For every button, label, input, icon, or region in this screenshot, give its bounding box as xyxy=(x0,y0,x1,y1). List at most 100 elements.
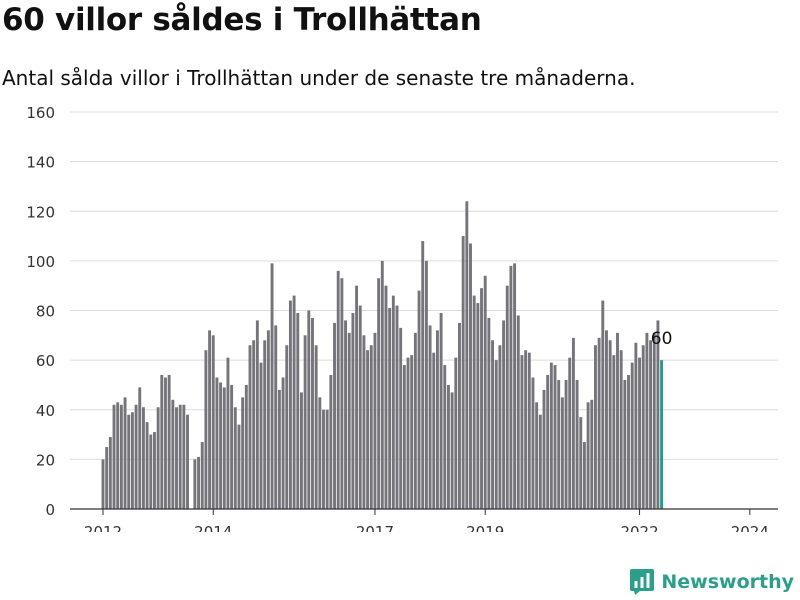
bar xyxy=(483,275,487,509)
bar xyxy=(344,320,347,509)
bar xyxy=(270,263,274,509)
bar xyxy=(369,345,373,509)
bar xyxy=(255,320,259,509)
bar xyxy=(145,422,149,509)
bar xyxy=(215,377,219,509)
bar xyxy=(649,340,653,509)
bar xyxy=(355,285,359,509)
bar xyxy=(472,295,476,509)
bar xyxy=(285,345,289,509)
bar xyxy=(358,305,362,509)
bar xyxy=(200,442,204,509)
brand-name: Newsworthy xyxy=(661,571,794,593)
bar xyxy=(193,459,197,510)
x-tick-label: 2019 xyxy=(466,523,504,532)
bar xyxy=(138,387,142,509)
bar xyxy=(502,320,506,509)
bar-latest xyxy=(660,360,664,510)
bar xyxy=(630,362,634,509)
bar xyxy=(560,397,564,509)
bar xyxy=(421,241,425,509)
bar xyxy=(520,355,524,509)
bar xyxy=(417,290,421,509)
bar xyxy=(527,352,531,509)
bar xyxy=(329,375,333,509)
bar xyxy=(377,278,381,509)
bar xyxy=(274,325,278,509)
bar xyxy=(645,332,649,509)
bar xyxy=(564,379,568,509)
bar xyxy=(652,332,656,509)
bar xyxy=(130,412,134,509)
bar xyxy=(160,375,164,509)
x-tick-label: 2017 xyxy=(356,523,394,532)
bar xyxy=(233,407,237,509)
bar xyxy=(119,404,123,509)
x-tick-label: 2014 xyxy=(194,523,232,532)
bar xyxy=(182,404,186,509)
bar xyxy=(594,345,597,509)
bar xyxy=(623,379,627,509)
bar xyxy=(263,340,267,509)
bar xyxy=(465,201,469,509)
x-tick-label: 2022 xyxy=(620,523,658,532)
bar xyxy=(204,350,208,509)
bar xyxy=(586,402,590,509)
bar xyxy=(597,337,601,509)
bar xyxy=(307,310,311,509)
last-value-label: 60 xyxy=(651,329,673,349)
bar xyxy=(164,377,167,509)
bar xyxy=(656,320,660,509)
bar xyxy=(300,392,303,509)
bar xyxy=(458,322,461,509)
newsworthy-logo-icon xyxy=(630,569,655,595)
y-tick-label: 0 xyxy=(45,501,55,519)
bar xyxy=(391,295,395,509)
bar xyxy=(590,399,594,509)
bar xyxy=(112,404,116,509)
bar xyxy=(542,389,546,509)
annotations: 60 xyxy=(651,329,673,349)
bar xyxy=(237,424,241,509)
bar xyxy=(277,389,281,509)
bar xyxy=(248,345,252,509)
bar xyxy=(402,365,406,509)
bar xyxy=(347,332,351,509)
bar xyxy=(388,308,392,509)
bar xyxy=(259,362,263,509)
bar xyxy=(226,357,230,509)
bar xyxy=(366,350,370,509)
bar xyxy=(197,456,200,509)
bar xyxy=(208,330,212,509)
bar xyxy=(513,263,517,509)
bar xyxy=(171,399,175,509)
bar xyxy=(579,417,583,509)
bar xyxy=(167,375,171,509)
bar xyxy=(638,357,641,509)
bar xyxy=(395,305,399,509)
bar xyxy=(454,357,458,509)
bar xyxy=(296,312,300,509)
bar xyxy=(546,375,550,509)
bar xyxy=(443,365,447,509)
bar xyxy=(619,350,623,509)
bar xyxy=(292,295,296,509)
bar xyxy=(362,335,366,509)
bar xyxy=(399,327,403,509)
bar xyxy=(311,317,314,509)
x-axis: 2012 2014 2017 2019 2022 2024 xyxy=(70,508,778,532)
bar xyxy=(549,362,553,509)
bar xyxy=(156,407,160,509)
y-tick-label: 160 xyxy=(26,104,55,122)
bar xyxy=(634,342,638,509)
bar xyxy=(178,404,182,509)
bar xyxy=(230,384,234,509)
bar xyxy=(266,330,270,509)
bars xyxy=(101,201,664,510)
bar xyxy=(424,260,428,510)
bar xyxy=(222,387,226,509)
y-tick-label: 120 xyxy=(26,203,55,221)
bar xyxy=(252,340,256,509)
bar xyxy=(384,285,388,509)
bar xyxy=(149,434,153,509)
